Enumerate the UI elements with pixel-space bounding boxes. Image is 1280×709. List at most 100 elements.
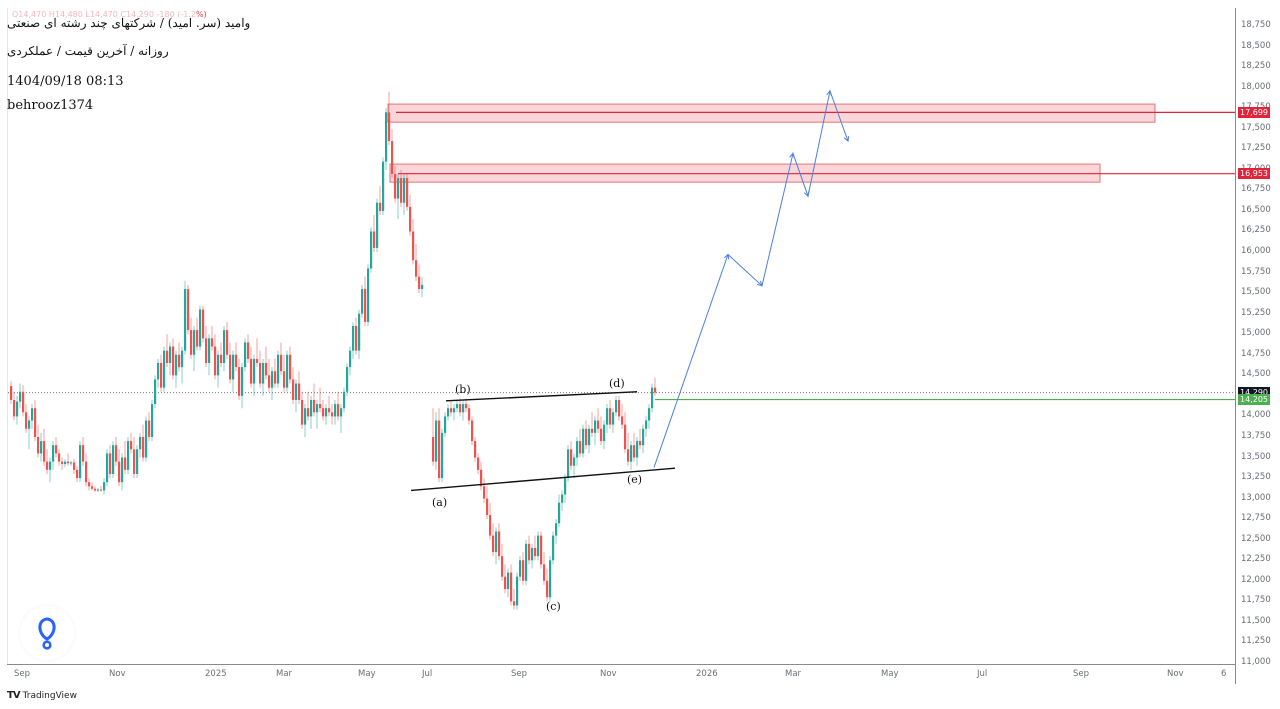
candle-body xyxy=(220,354,223,363)
candle-body xyxy=(597,420,600,429)
candle-body xyxy=(582,428,585,454)
candle-body xyxy=(280,354,283,372)
candle-body xyxy=(468,408,471,421)
candle-body xyxy=(504,576,507,590)
tradingview-branding[interactable]: TV TradingView xyxy=(7,690,77,701)
candle-body xyxy=(382,161,385,211)
candle-body xyxy=(441,432,444,479)
candle-body xyxy=(184,289,187,351)
candle-body xyxy=(477,457,480,470)
candle-body xyxy=(376,202,379,248)
candle-body xyxy=(549,560,552,598)
price-tick: 13,500 xyxy=(1241,451,1271,462)
interval-info: روزانه / آخرین قیمت / عملکردی xyxy=(7,44,169,58)
candle-body xyxy=(432,436,435,462)
candle-body xyxy=(334,404,337,417)
price-tick: 16,000 xyxy=(1241,246,1271,257)
candle-body xyxy=(286,354,289,388)
candle-body xyxy=(552,535,555,561)
projection-path xyxy=(653,89,849,468)
time-tick: Jul xyxy=(977,669,988,679)
candle-body xyxy=(573,457,576,466)
candle-body xyxy=(256,358,259,363)
candle-body xyxy=(268,375,271,388)
projection-arrowhead-icon xyxy=(789,152,795,159)
candle-body xyxy=(501,556,504,577)
candle-body xyxy=(28,420,31,429)
candle-body xyxy=(543,564,546,581)
candle-body xyxy=(507,572,510,590)
candle-body xyxy=(43,441,46,462)
time-tick: Nov xyxy=(1167,669,1184,679)
price-tick: 16,250 xyxy=(1241,225,1271,236)
candle-body xyxy=(259,362,262,384)
candle-body xyxy=(133,449,136,474)
price-tick: 12,750 xyxy=(1241,513,1271,524)
candle-body xyxy=(633,445,636,458)
candle-body xyxy=(274,371,277,384)
time-tick: May xyxy=(358,669,376,679)
tradingview-label: TradingView xyxy=(22,690,77,701)
candle-body xyxy=(522,560,525,581)
candle-body xyxy=(385,112,388,162)
candle-body xyxy=(415,260,418,277)
wave-label: (b) xyxy=(455,383,471,396)
candle-body xyxy=(418,276,421,290)
wave-label: (d) xyxy=(609,377,625,390)
candle-body xyxy=(567,449,570,479)
candle-body xyxy=(618,399,621,417)
candle-body xyxy=(444,416,447,433)
chart-pane[interactable] xyxy=(7,8,1236,664)
candle-body xyxy=(435,420,438,462)
candle-body xyxy=(19,391,22,402)
candle-body xyxy=(82,445,85,462)
candle-body xyxy=(55,445,58,454)
candle-body xyxy=(49,461,52,470)
candle-body xyxy=(136,449,139,474)
candle-body xyxy=(486,498,489,516)
time-axis[interactable] xyxy=(7,664,1235,685)
candle-body xyxy=(313,399,316,413)
candle-body xyxy=(52,445,55,462)
candle-body xyxy=(40,441,43,454)
candle-body xyxy=(106,453,109,483)
price-tick: 11,500 xyxy=(1241,615,1271,626)
candle-body xyxy=(97,489,100,491)
candle-body xyxy=(46,461,49,470)
candle-body xyxy=(199,309,202,347)
candle-body xyxy=(627,449,630,462)
candle-body xyxy=(91,486,94,489)
ohlc-legend: O14,470 H14,480 L14,470 C14,290 -180 (-1… xyxy=(12,10,207,19)
candle-body xyxy=(471,420,474,442)
candle-body xyxy=(34,408,37,437)
upper-supply-zone xyxy=(387,103,1156,123)
candle-body xyxy=(25,412,28,429)
candle-body xyxy=(265,362,268,376)
candle-body xyxy=(301,399,304,425)
candle-body xyxy=(355,326,358,351)
candle-body xyxy=(352,326,355,351)
wave-label: (a) xyxy=(432,496,448,509)
candle-body xyxy=(307,408,310,417)
upper-triangle-line xyxy=(445,391,638,402)
time-tick: 2025 xyxy=(205,669,227,679)
candle-body xyxy=(160,362,163,388)
candle-body xyxy=(483,486,486,499)
candle-body xyxy=(525,543,528,581)
candle-body xyxy=(406,178,409,207)
price-axis[interactable] xyxy=(1235,8,1272,684)
time-tick: Sep xyxy=(1073,669,1090,679)
candle-body xyxy=(181,350,184,368)
candle-body xyxy=(495,531,498,553)
candle-body xyxy=(606,408,609,425)
candle-body xyxy=(555,523,558,536)
price-tick: 17,250 xyxy=(1241,143,1271,154)
candle-body xyxy=(450,408,453,413)
candle-body xyxy=(325,408,328,417)
candle-body xyxy=(564,478,567,495)
candle-body xyxy=(187,289,190,331)
candle-body xyxy=(115,445,118,462)
candle-body xyxy=(235,354,238,368)
projection-arrowhead-icon xyxy=(803,191,810,198)
